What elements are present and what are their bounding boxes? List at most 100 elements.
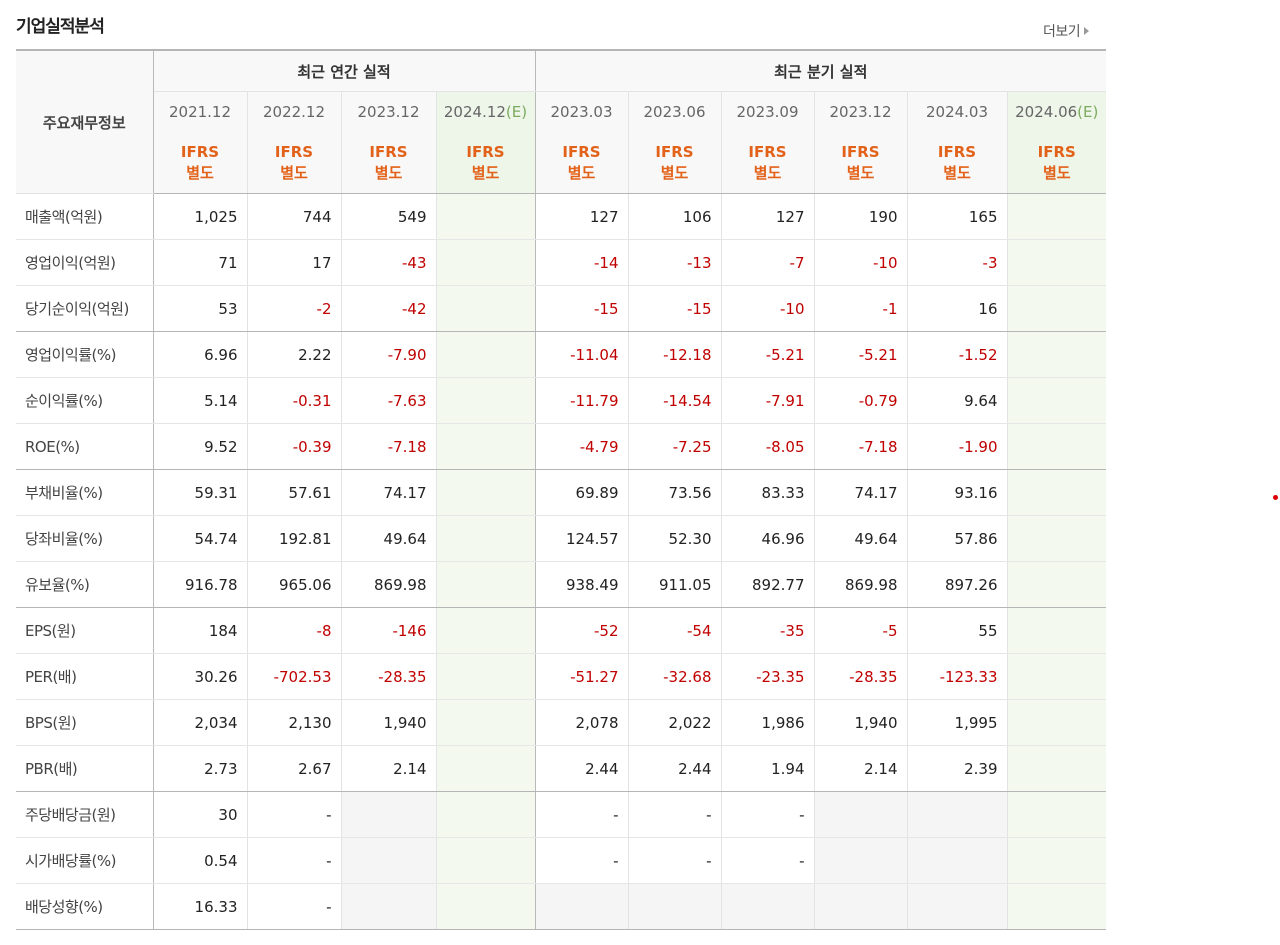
ifrs-sub-label: 별도	[753, 163, 782, 182]
value-cell: 83.33	[720, 469, 814, 516]
row-label: 주당배당금(원)	[16, 791, 154, 838]
value-cell: 73.56	[627, 469, 721, 516]
value-cell	[1006, 423, 1106, 470]
value-cell: -	[627, 837, 721, 884]
value-cell: 2.73	[152, 745, 247, 792]
value-cell: 2,078	[534, 699, 628, 746]
value-cell	[1006, 285, 1106, 332]
ifrs-sub-label: 별도	[660, 163, 689, 182]
value-cell: -	[534, 837, 628, 884]
value-cell: 5.14	[152, 377, 247, 424]
value-cell: -32.68	[627, 653, 721, 700]
value-cell	[1006, 745, 1106, 792]
value-cell	[435, 883, 536, 930]
value-cell: -0.31	[246, 377, 341, 424]
value-cell: 57.61	[246, 469, 341, 516]
value-cell: 127	[534, 193, 628, 240]
value-cell	[435, 653, 536, 700]
value-cell	[813, 837, 907, 884]
value-cell: 74.17	[340, 469, 436, 516]
value-cell	[1006, 699, 1106, 746]
ifrs-header: IFRS 별도	[435, 132, 536, 194]
value-cell: 30.26	[152, 653, 247, 700]
ifrs-label: IFRS	[937, 142, 977, 161]
table-row: 부채비율(%) 59.31 57.61 74.17 69.89 73.56 83.33 74.…	[16, 469, 1106, 516]
value-cell: -28.35	[340, 653, 436, 700]
value-cell: -35	[720, 607, 814, 654]
more-link[interactable]: 더보기	[1043, 21, 1090, 41]
value-cell	[435, 469, 536, 516]
value-cell	[435, 561, 536, 608]
value-cell	[340, 837, 436, 884]
value-cell	[435, 423, 536, 470]
value-cell: -7.18	[813, 423, 907, 470]
value-cell	[813, 791, 907, 838]
value-cell: -	[720, 791, 814, 838]
value-cell	[340, 883, 436, 930]
value-cell: 2.44	[534, 745, 628, 792]
value-cell: -0.79	[813, 377, 907, 424]
table-row: 매출액(억원) 1,025 744 549 127 106 127 190 165	[16, 193, 1106, 240]
value-cell: -51.27	[534, 653, 628, 700]
value-cell: -14.54	[627, 377, 721, 424]
value-cell: 184	[152, 607, 247, 654]
ifrs-sub-label: 별도	[471, 163, 500, 182]
ifrs-sub-label: 별도	[943, 163, 971, 182]
chevron-right-icon	[1084, 27, 1090, 35]
value-cell	[1006, 239, 1106, 286]
value-cell: 127	[720, 193, 814, 240]
value-cell: -14	[534, 239, 628, 286]
value-cell: -2	[246, 285, 341, 332]
value-cell: 52.30	[627, 515, 721, 562]
value-cell	[627, 883, 721, 930]
value-cell: -1	[813, 285, 907, 332]
value-cell: -123.33	[906, 653, 1007, 700]
value-cell: 49.64	[340, 515, 436, 562]
value-cell	[435, 285, 536, 332]
value-cell: -7.91	[720, 377, 814, 424]
value-cell: 897.26	[906, 561, 1007, 608]
period-header: 2022.12	[246, 91, 341, 132]
ifrs-sub-label: 별도	[567, 163, 596, 182]
table-row: 배당성향(%) 16.33-	[16, 883, 1106, 930]
value-cell: -7.18	[340, 423, 436, 470]
table-row: ROE(%) 9.52 -0.39 -7.18 -4.79 -7.25 -8.05 -7.18…	[16, 423, 1106, 470]
value-cell: -12.18	[627, 331, 721, 378]
row-label: 영업이익(억원)	[16, 239, 154, 286]
period-header: 2023.12	[340, 91, 436, 132]
value-cell: 57.86	[906, 515, 1007, 562]
table-row: 주당배당금(원) 30- - - -	[16, 791, 1106, 838]
value-cell: -7.90	[340, 331, 436, 378]
value-cell: 16.33	[152, 883, 247, 930]
value-cell: 892.77	[720, 561, 814, 608]
period-header: 2024.12(E)	[435, 91, 536, 132]
table-row: 영업이익률(%) 6.96 2.22 -7.90 -11.04 -12.18 -5.21 -5…	[16, 331, 1106, 378]
period-label: 2023.03	[550, 103, 613, 121]
value-cell	[435, 193, 536, 240]
value-cell: -5.21	[813, 331, 907, 378]
ifrs-label: IFRS	[748, 142, 787, 161]
value-cell: -7	[720, 239, 814, 286]
ifrs-label: IFRS	[180, 142, 220, 161]
period-label: 2023.06	[643, 103, 706, 121]
quarter-group-header: 최근 분기 실적	[534, 49, 1106, 92]
value-cell	[435, 607, 536, 654]
period-header: 2024.06(E)	[1006, 91, 1106, 132]
value-cell: -8	[246, 607, 341, 654]
row-label-header: 주요재무정보	[16, 49, 154, 194]
value-cell	[340, 791, 436, 838]
value-cell: -702.53	[246, 653, 341, 700]
value-cell	[1006, 331, 1106, 378]
value-cell	[1006, 515, 1106, 562]
value-cell: 2.67	[246, 745, 341, 792]
ifrs-sub-label: 별도	[846, 163, 875, 182]
table-row: 유보율(%) 916.78 965.06 869.98 938.49 911.05 892.…	[16, 561, 1106, 608]
row-label: 매출액(억원)	[16, 193, 154, 240]
table-row: PBR(배) 2.73 2.67 2.14 2.44 2.44 1.94 2.14 2.39	[16, 745, 1106, 792]
value-cell: -7.63	[340, 377, 436, 424]
value-cell: 1,025	[152, 193, 247, 240]
row-label: ROE(%)	[16, 423, 154, 470]
period-header: 2023.06	[627, 91, 721, 132]
value-cell: -3	[906, 239, 1007, 286]
row-label: 시가배당률(%)	[16, 837, 154, 884]
